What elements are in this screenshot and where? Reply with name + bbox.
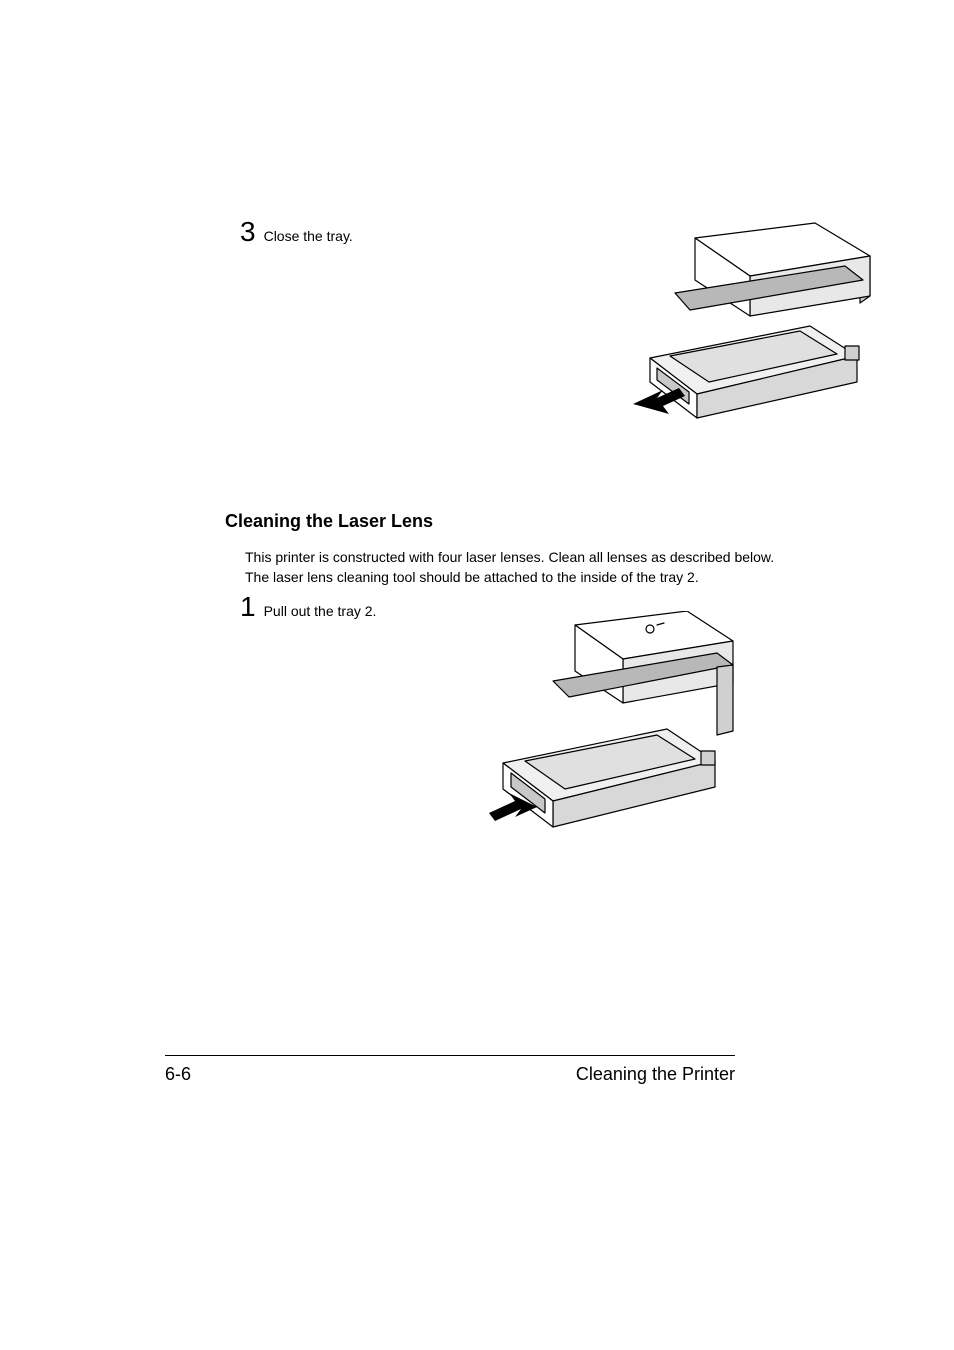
printer-close-tray-icon	[615, 218, 875, 428]
printer-pull-tray-icon	[475, 611, 735, 841]
step-1-number: 1	[240, 593, 256, 621]
step-1-text: Pull out the tray 2.	[264, 603, 377, 619]
step-3-text: Close the tray.	[264, 228, 353, 244]
section-heading: Cleaning the Laser Lens	[225, 511, 805, 532]
step-3-number: 3	[240, 218, 256, 246]
footer-section-title: Cleaning the Printer	[576, 1064, 735, 1085]
footer-page-number: 6-6	[165, 1064, 191, 1085]
page-content: 3 Close the tray.	[165, 218, 805, 841]
page-footer: 6-6 Cleaning the Printer	[165, 1055, 735, 1085]
figure-pull-tray	[475, 611, 805, 841]
body-paragraph: This printer is constructed with four la…	[245, 548, 795, 587]
figure-close-tray	[615, 218, 875, 428]
